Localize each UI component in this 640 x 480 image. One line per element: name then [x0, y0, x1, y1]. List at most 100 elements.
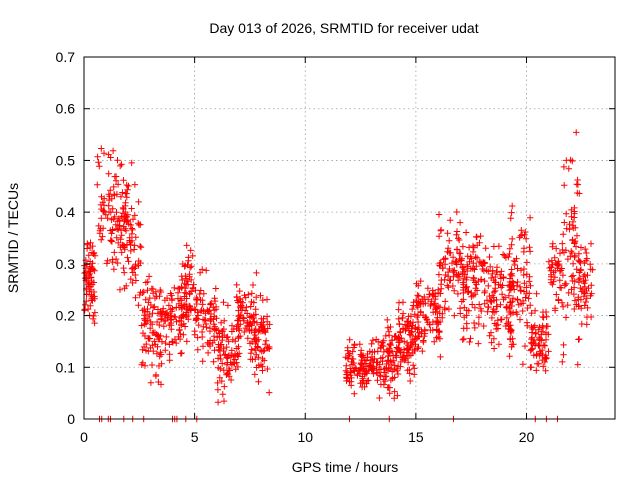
data-point [142, 320, 150, 327]
data-point [473, 233, 480, 241]
data-point [449, 282, 456, 290]
data-point [145, 273, 153, 280]
data-point [261, 357, 268, 364]
x-tick-label: 20 [519, 429, 535, 445]
data-point [100, 150, 108, 157]
data-point [129, 216, 137, 223]
data-point [444, 245, 452, 252]
data-point [85, 252, 92, 259]
data-point [487, 263, 494, 270]
data-point [559, 272, 567, 279]
data-point [181, 263, 188, 270]
data-point [538, 328, 546, 335]
data-point [528, 340, 536, 347]
data-point [199, 343, 207, 350]
data-point [420, 338, 427, 346]
data-point [361, 365, 368, 372]
data-point [109, 226, 116, 233]
data-point [82, 301, 89, 309]
data-point [393, 365, 401, 373]
y-tick-label: 0.2 [56, 308, 76, 324]
data-point [162, 347, 169, 354]
data-point [451, 267, 458, 274]
data-point [227, 376, 235, 384]
data-point [185, 257, 192, 264]
y-tick-label: 0.7 [56, 49, 76, 65]
data-point [124, 254, 131, 261]
data-point [108, 238, 115, 245]
data-point [571, 305, 578, 313]
data-point [87, 302, 94, 309]
y-tick-label: 0.4 [56, 204, 76, 220]
data-point [570, 224, 577, 232]
data-point [95, 222, 102, 230]
data-point [199, 266, 206, 273]
data-point [117, 162, 124, 170]
data-point [480, 322, 487, 330]
data-point [508, 341, 516, 348]
data-point [258, 348, 265, 355]
data-point [550, 278, 557, 285]
data-point [236, 350, 243, 357]
data-point [531, 322, 538, 329]
data-point [571, 297, 579, 304]
data-point [235, 299, 242, 306]
data-point [565, 165, 572, 172]
data-point [577, 296, 585, 303]
data-point [435, 320, 442, 328]
data-point [239, 314, 247, 321]
data-point [405, 327, 413, 334]
data-point [94, 181, 101, 188]
data-point [454, 290, 462, 298]
data-point [548, 271, 555, 278]
data-point [183, 281, 190, 288]
data-point [556, 284, 564, 291]
data-point [139, 346, 146, 353]
data-point [116, 222, 123, 229]
data-point [149, 342, 156, 349]
data-point [196, 269, 204, 276]
data-point [503, 304, 510, 311]
data-point [533, 352, 540, 359]
data-point [235, 333, 242, 341]
data-point [395, 315, 402, 323]
data-point [104, 257, 111, 264]
data-point [219, 336, 226, 344]
data-point [257, 361, 265, 368]
data-point [99, 233, 106, 240]
data-point [178, 314, 185, 322]
data-point [578, 305, 585, 312]
data-point [395, 339, 402, 346]
data-point [248, 322, 255, 329]
data-point [427, 302, 434, 310]
data-point [485, 268, 492, 275]
data-point [536, 342, 543, 350]
data-point [263, 313, 271, 320]
data-point [130, 246, 138, 253]
data-point [584, 272, 591, 279]
data-point [157, 309, 164, 316]
data-point [380, 365, 388, 373]
x-tick-label: 0 [80, 429, 88, 445]
data-point [470, 319, 478, 327]
data-point [453, 231, 460, 238]
data-point [471, 324, 478, 332]
data-point [573, 301, 580, 308]
data-point [109, 147, 117, 154]
data-point [251, 347, 259, 354]
data-point [572, 243, 580, 250]
data-point [417, 308, 424, 315]
data-point [487, 298, 495, 306]
data-point [499, 282, 506, 289]
x-tick-label: 10 [297, 429, 313, 445]
data-point [451, 287, 458, 294]
data-point [524, 304, 531, 312]
data-point [549, 243, 556, 250]
data-point [437, 262, 444, 270]
data-point [478, 260, 485, 267]
data-point [568, 273, 575, 280]
data-point [235, 343, 242, 350]
data-point [474, 242, 481, 249]
data-point [207, 315, 214, 322]
data-point [382, 332, 389, 340]
